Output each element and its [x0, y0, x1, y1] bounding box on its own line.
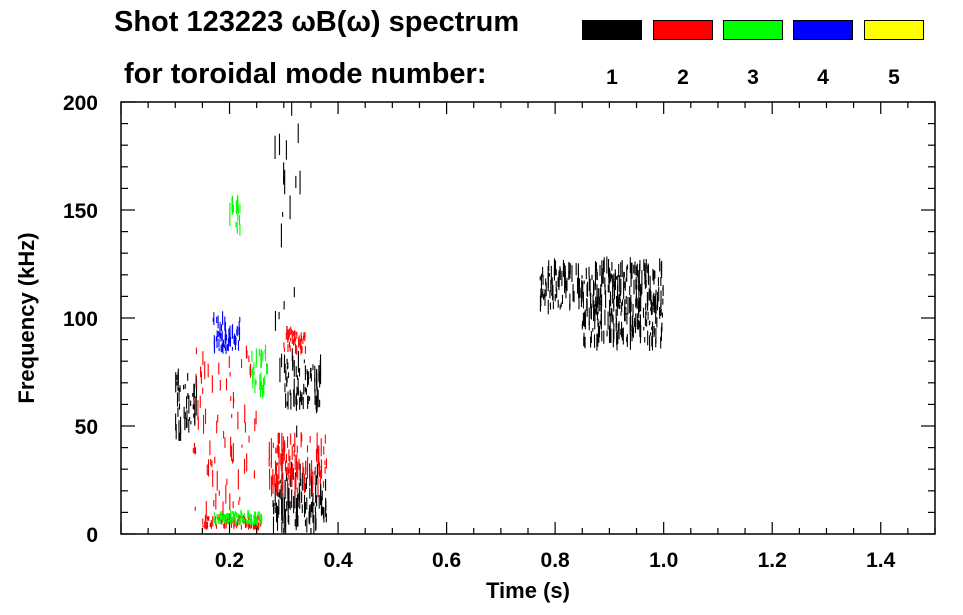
- plot-frame: [120, 101, 936, 535]
- y-axis-label: Frequency (kHz): [14, 232, 39, 403]
- x-tick-label: 1.2: [758, 549, 787, 572]
- y-tick-label: 200: [63, 92, 98, 115]
- legend-label-mode-3: 3: [747, 66, 759, 89]
- axis-tick-labels: 0.2 0.4 0.6 0.8 1.0 1.2 1.4 0 50 100 150 200: [63, 92, 896, 572]
- legend-label-mode-2: 2: [677, 66, 689, 89]
- legend-label-mode-4: 4: [817, 66, 829, 89]
- x-axis-label: Time (s): [486, 578, 570, 603]
- y-tick-label: 50: [75, 416, 98, 439]
- legend-swatch-mode-2: [653, 20, 713, 40]
- x-tick-label: 1.4: [866, 549, 896, 572]
- x-tick-label: 0.8: [541, 549, 571, 572]
- x-tick-label: 1.0: [649, 549, 678, 572]
- chart-title-line2: for toroidal mode number:: [124, 58, 487, 90]
- legend-swatch-mode-3: [723, 20, 783, 40]
- axis-ticks: [120, 101, 936, 535]
- y-tick-label: 0: [86, 524, 98, 547]
- legend-swatch-mode-1: [582, 20, 642, 40]
- x-tick-label: 0.2: [215, 549, 244, 572]
- y-tick-label: 150: [63, 200, 98, 223]
- spectral-marks: [175, 102, 664, 534]
- chart-title-line1: Shot 123223 ωB(ω) spectrum: [114, 6, 520, 38]
- legend-label-mode-5: 5: [888, 66, 900, 89]
- legend-swatch-mode-4: [793, 20, 853, 40]
- y-tick-label: 100: [63, 308, 98, 331]
- x-tick-label: 0.6: [432, 549, 461, 572]
- x-tick-label: 0.4: [323, 549, 353, 572]
- legend-swatch-mode-5: [864, 20, 924, 40]
- legend-label-mode-1: 1: [606, 66, 618, 89]
